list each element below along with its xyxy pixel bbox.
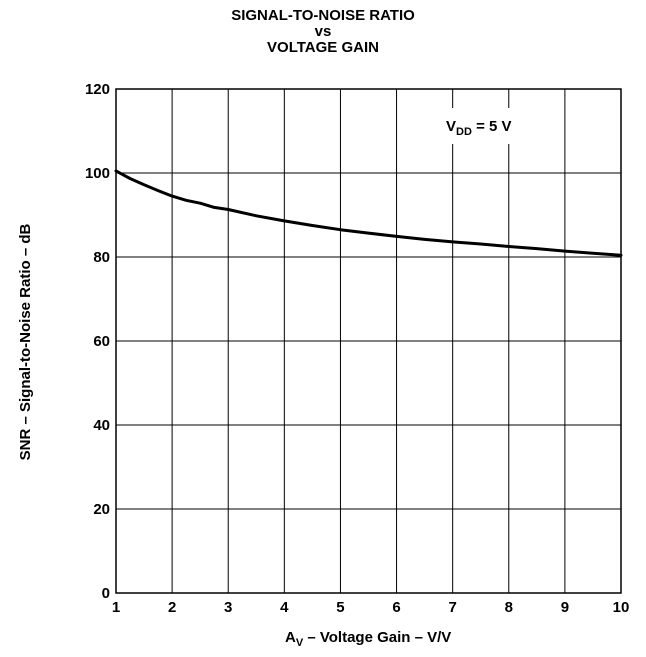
- y-tick-label: 40: [93, 417, 110, 434]
- x-tick-label: 4: [280, 599, 289, 616]
- x-tick-label: 7: [448, 599, 456, 616]
- y-axis-label: SNR – Signal-to-Noise Ratio – dB: [17, 223, 34, 460]
- x-tick-label: 2: [168, 599, 176, 616]
- x-tick-label: 9: [561, 599, 569, 616]
- x-tick-label: 5: [336, 599, 344, 616]
- y-tick-label: 100: [85, 165, 110, 182]
- series-line-snr: [116, 171, 621, 255]
- y-tick-label: 20: [93, 501, 110, 518]
- x-tick-label: 10: [613, 599, 630, 616]
- grid-layer: [116, 89, 621, 593]
- x-axis-label: AV – Voltage Gain – V/V: [285, 629, 451, 649]
- x-tick-label: 1: [112, 599, 120, 616]
- y-tick-label: 120: [85, 81, 110, 98]
- y-tick-label: 0: [102, 585, 110, 602]
- x-tick-label: 3: [224, 599, 232, 616]
- y-tick-label: 80: [93, 249, 110, 266]
- x-tick-label: 8: [505, 599, 513, 616]
- x-tick-label: 6: [392, 599, 400, 616]
- y-tick-label: 60: [93, 333, 110, 350]
